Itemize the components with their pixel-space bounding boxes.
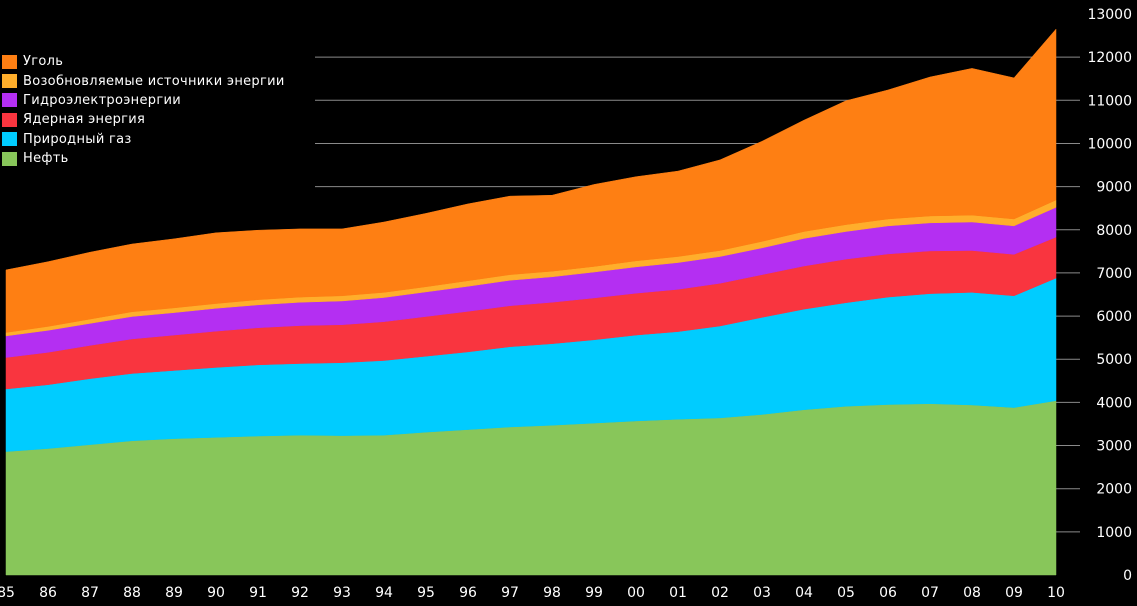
x-tick-label: 85 — [0, 585, 15, 601]
legend-item: Нефть — [2, 149, 285, 168]
y-tick-label: 0 — [1123, 568, 1132, 584]
y-tick-label: 9000 — [1096, 180, 1132, 196]
x-tick-label: 89 — [165, 585, 183, 601]
y-axis-tick-labels: 0 1000 2000 3000 4000 5000 6000 7000 8000 9000 100… — [1087, 7, 1132, 584]
legend-swatch — [2, 151, 17, 166]
legend-item: Возобновляемые источники энергии — [2, 71, 285, 90]
y-tick-label: 12000 — [1087, 50, 1132, 66]
legend: Уголь Возобновляемые источники энергии Гид… — [2, 52, 285, 168]
x-tick-label: 09 — [1005, 585, 1023, 601]
x-tick-label: 92 — [291, 585, 309, 601]
y-tick-label: 7000 — [1096, 266, 1132, 282]
x-tick-label: 08 — [963, 585, 981, 601]
x-tick-label: 10 — [1047, 585, 1065, 601]
x-tick-label: 93 — [333, 585, 351, 601]
legend-item: Природный газ — [2, 130, 285, 149]
legend-swatch — [2, 54, 17, 69]
x-tick-label: 91 — [249, 585, 267, 601]
legend-item: Ядерная энергия — [2, 110, 285, 129]
legend-item: Гидроэлектроэнергии — [2, 91, 285, 110]
x-tick-label: 02 — [711, 585, 729, 601]
y-tick-label: 5000 — [1096, 352, 1132, 368]
x-tick-label: 06 — [879, 585, 897, 601]
legend-label: Ядерная энергия — [23, 112, 146, 128]
legend-swatch — [2, 74, 17, 89]
area-уголь — [5, 28, 1057, 333]
x-tick-label: 05 — [837, 585, 855, 601]
x-tick-label: 00 — [627, 585, 645, 601]
legend-label: Природный газ — [23, 131, 132, 147]
x-tick-label: 03 — [753, 585, 771, 601]
x-tick-label: 87 — [81, 585, 99, 601]
x-tick-label: 90 — [207, 585, 225, 601]
x-tick-label: 96 — [459, 585, 477, 601]
legend-label: Гидроэлектроэнергии — [23, 92, 181, 108]
area-series — [5, 28, 1057, 576]
x-tick-label: 01 — [669, 585, 687, 601]
y-tick-label: 11000 — [1087, 93, 1132, 109]
x-tick-label: 99 — [585, 585, 603, 601]
legend-label: Возобновляемые источники энергии — [23, 73, 285, 89]
legend-swatch — [2, 132, 17, 147]
legend-label: Нефть — [23, 151, 69, 167]
legend-swatch — [2, 93, 17, 108]
x-tick-label: 88 — [123, 585, 141, 601]
x-tick-label: 07 — [921, 585, 939, 601]
y-tick-label: 10000 — [1087, 136, 1132, 152]
x-tick-label: 94 — [375, 585, 393, 601]
y-tick-label: 2000 — [1096, 482, 1132, 498]
legend-item: Уголь — [2, 52, 285, 71]
legend-swatch — [2, 112, 17, 127]
x-tick-label: 97 — [501, 585, 519, 601]
x-axis-tick-labels: 85 86 87 88 89 90 91 92 93 94 95 96 97 98 99 00 01 02 03 04… — [0, 585, 1065, 601]
legend-label: Уголь — [23, 54, 64, 70]
y-tick-label: 4000 — [1096, 395, 1132, 411]
y-tick-label: 13000 — [1087, 7, 1132, 23]
y-tick-label: 1000 — [1096, 525, 1132, 541]
x-tick-label: 98 — [543, 585, 561, 601]
x-tick-label: 95 — [417, 585, 435, 601]
x-tick-label: 04 — [795, 585, 813, 601]
x-tick-label: 86 — [39, 585, 57, 601]
y-tick-label: 3000 — [1096, 439, 1132, 455]
y-tick-label: 6000 — [1096, 309, 1132, 325]
y-tick-label: 8000 — [1096, 223, 1132, 239]
